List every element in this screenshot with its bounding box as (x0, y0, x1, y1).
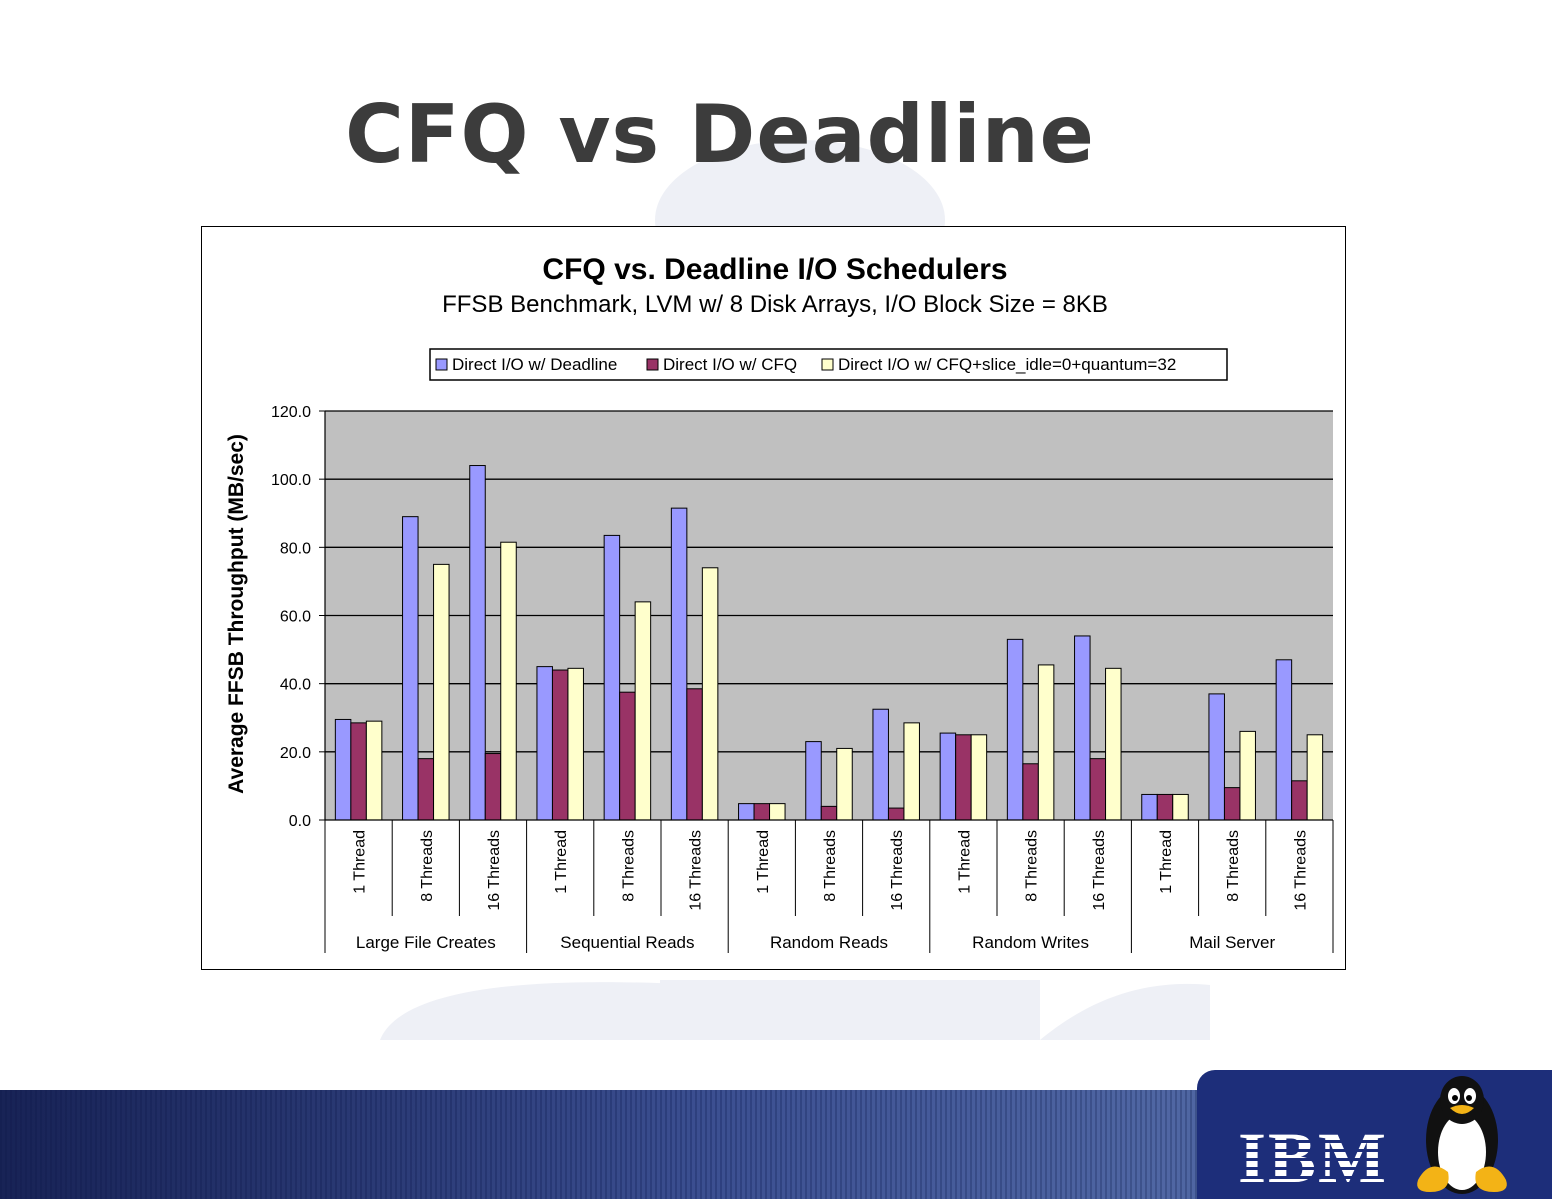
x-tick-label: 1 Thread (1158, 830, 1175, 894)
legend-label-cfq: Direct I/O w/ CFQ (663, 355, 797, 374)
legend-label-cfq-tuned: Direct I/O w/ CFQ+slice_idle=0+quantum=3… (838, 355, 1176, 374)
x-tick-label: 16 Threads (486, 830, 503, 911)
y-tick-label: 0.0 (289, 813, 311, 830)
y-tick-label: 80.0 (280, 540, 311, 557)
x-tick-label: 1 Thread (352, 830, 369, 894)
x-tick-label: 16 Threads (1091, 830, 1108, 911)
group-label: Large File Creates (356, 933, 496, 952)
x-tick-label: 16 Threads (688, 830, 705, 911)
chart-title: CFQ vs. Deadline I/O Schedulers (542, 253, 1007, 286)
group-label: Random Writes (972, 933, 1089, 952)
x-tick-label: 16 Threads (1292, 830, 1309, 911)
x-tick-label: 8 Threads (822, 830, 839, 902)
x-tick-label: 1 Thread (553, 830, 570, 894)
legend-label-deadline: Direct I/O w/ Deadline (452, 355, 617, 374)
legend-swatch-cfq-tuned (821, 358, 834, 371)
y-tick-label: 20.0 (280, 745, 311, 762)
legend-swatch-cfq (646, 358, 659, 371)
group-label: Random Reads (770, 933, 888, 952)
slide-title: CFQ vs Deadline (345, 88, 1095, 181)
x-tick-label: 8 Threads (1225, 830, 1242, 902)
group-label: Mail Server (1189, 933, 1275, 952)
y-tick-label: 100.0 (271, 472, 311, 489)
x-tick-label: 1 Thread (956, 830, 973, 894)
y-tick-label: 120.0 (271, 404, 311, 421)
y-tick-label: 60.0 (280, 609, 311, 626)
x-tick-label: 8 Threads (620, 830, 637, 902)
x-tick-label: 8 Threads (1024, 830, 1041, 902)
group-label: Sequential Reads (560, 933, 694, 952)
x-tick-label: 1 Thread (755, 830, 772, 894)
ibm-logo: IBM (1235, 1118, 1395, 1198)
y-axis-label: Average FFSB Throughput (MB/sec) (225, 434, 248, 794)
x-tick-label: 8 Threads (419, 830, 436, 902)
tux-penguin-icon (1417, 1076, 1507, 1194)
x-tick-label: 16 Threads (889, 830, 906, 911)
y-tick-label: 40.0 (280, 677, 311, 694)
legend-swatch-deadline (435, 358, 448, 371)
chart-subtitle: FFSB Benchmark, LVM w/ 8 Disk Arrays, I/… (442, 291, 1108, 318)
chart-legend: Direct I/O w/ Deadline Direct I/O w/ CFQ… (429, 348, 1228, 381)
